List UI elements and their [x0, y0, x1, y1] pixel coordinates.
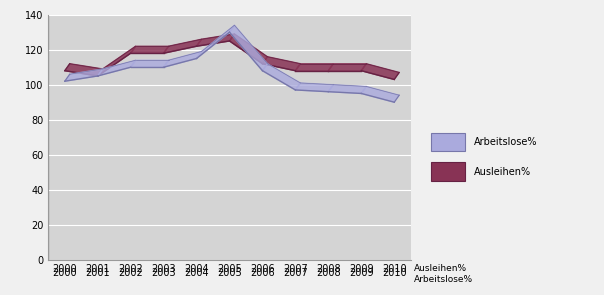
Bar	[431, 162, 465, 181]
Polygon shape	[230, 25, 268, 71]
Text: 2000: 2000	[53, 268, 77, 278]
Text: Ausleihen%: Ausleihen%	[474, 167, 531, 177]
Bar	[431, 133, 465, 151]
Text: 2008: 2008	[316, 268, 341, 278]
Polygon shape	[263, 57, 300, 71]
Text: 2002: 2002	[118, 268, 143, 278]
Text: 2009: 2009	[349, 268, 374, 278]
Polygon shape	[295, 83, 333, 92]
Polygon shape	[164, 51, 202, 67]
Polygon shape	[329, 85, 366, 94]
Text: Arbeitslose%: Arbeitslose%	[474, 137, 537, 147]
Text: 2006: 2006	[250, 268, 275, 278]
Polygon shape	[98, 46, 136, 76]
Polygon shape	[196, 34, 234, 46]
Text: Ausleihen%: Ausleihen%	[414, 264, 467, 273]
Text: 2003: 2003	[152, 268, 176, 278]
Polygon shape	[361, 86, 399, 102]
Polygon shape	[329, 64, 366, 71]
Polygon shape	[130, 46, 169, 53]
Text: 2004: 2004	[184, 268, 209, 278]
Text: 2005: 2005	[217, 268, 242, 278]
Text: 2001: 2001	[85, 268, 110, 278]
Polygon shape	[130, 60, 169, 67]
Polygon shape	[196, 25, 234, 58]
Text: Arbeitslose%: Arbeitslose%	[414, 275, 473, 284]
Polygon shape	[164, 39, 202, 53]
Polygon shape	[65, 64, 103, 76]
Text: 2010: 2010	[382, 268, 406, 278]
Polygon shape	[65, 69, 103, 81]
Text: 2007: 2007	[283, 268, 308, 278]
Polygon shape	[230, 34, 268, 64]
Polygon shape	[295, 64, 333, 71]
Polygon shape	[98, 60, 136, 76]
Polygon shape	[361, 64, 399, 79]
Polygon shape	[263, 64, 300, 90]
